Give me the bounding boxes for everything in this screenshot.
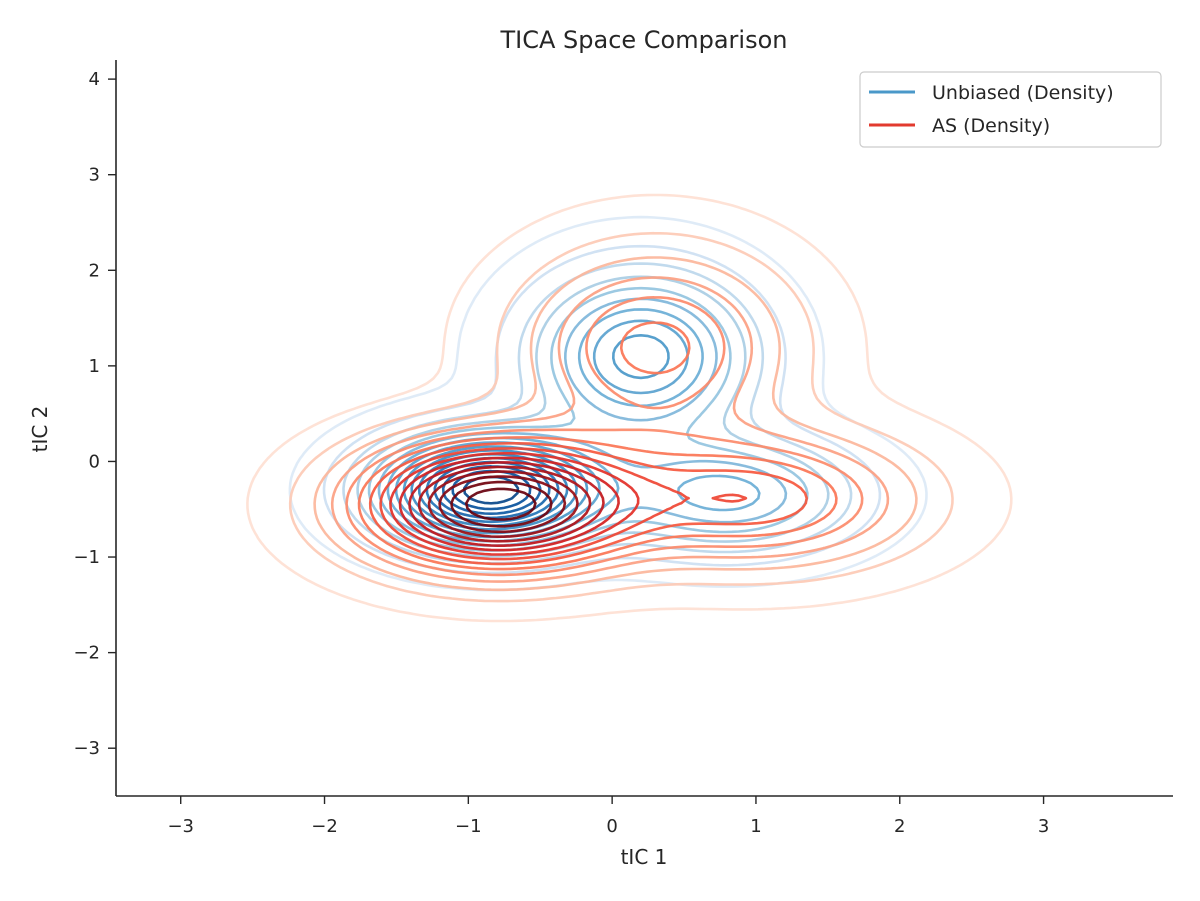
- x-tick-label: 2: [894, 816, 905, 837]
- y-tick-label: 0: [89, 451, 100, 472]
- x-tick-label: 1: [750, 816, 761, 837]
- axes: [115, 60, 1173, 797]
- contour-line: [368, 442, 808, 566]
- contour-line: [246, 193, 1013, 623]
- y-tick-label: −1: [73, 547, 100, 568]
- contour-line: [438, 475, 567, 534]
- legend-label-as: AS (Density): [932, 115, 1050, 137]
- y-axis-label: tIC 2: [28, 406, 52, 453]
- contour-line: [450, 480, 553, 528]
- y-tick-label: −3: [73, 738, 100, 759]
- contour-line: [417, 465, 592, 543]
- contour-plot-area: [246, 193, 1013, 623]
- x-tick-label: −2: [311, 816, 338, 837]
- y-tick-label: 3: [89, 165, 100, 186]
- contour-line: [357, 321, 838, 571]
- y-tick-label: −2: [73, 643, 100, 664]
- legend-label-unbiased: Unbiased (Density): [932, 82, 1114, 104]
- x-tick-label: 3: [1038, 816, 1049, 837]
- y-tick-label: 4: [89, 69, 100, 90]
- contour-line: [408, 461, 605, 547]
- x-tick-label: −3: [167, 816, 194, 837]
- contour-line: [345, 296, 864, 577]
- contour-line: [389, 452, 640, 556]
- contour-line: [288, 231, 954, 603]
- contour-series-1: [246, 193, 1013, 623]
- contour-line: [427, 470, 579, 538]
- x-ticks: −3 −2 −1 0 1 2 3: [167, 796, 1049, 837]
- x-tick-label: −1: [455, 816, 482, 837]
- contour-line: [398, 456, 620, 552]
- x-tick-label: 0: [606, 816, 617, 837]
- chart-title: TICA Space Comparison: [499, 26, 787, 54]
- contour-line: [330, 276, 890, 583]
- contour-line: [379, 447, 748, 561]
- x-axis-label: tIC 1: [621, 845, 668, 869]
- contour-line: [465, 487, 537, 521]
- y-tick-label: 2: [89, 260, 100, 281]
- contour-line: [313, 256, 918, 592]
- legend-box: [859, 71, 1162, 148]
- y-ticks: −3 −2 −1 0 1 2 3 4: [73, 69, 116, 759]
- y-tick-label: 1: [89, 356, 100, 377]
- legend: Unbiased (Density) AS (Density): [859, 71, 1162, 148]
